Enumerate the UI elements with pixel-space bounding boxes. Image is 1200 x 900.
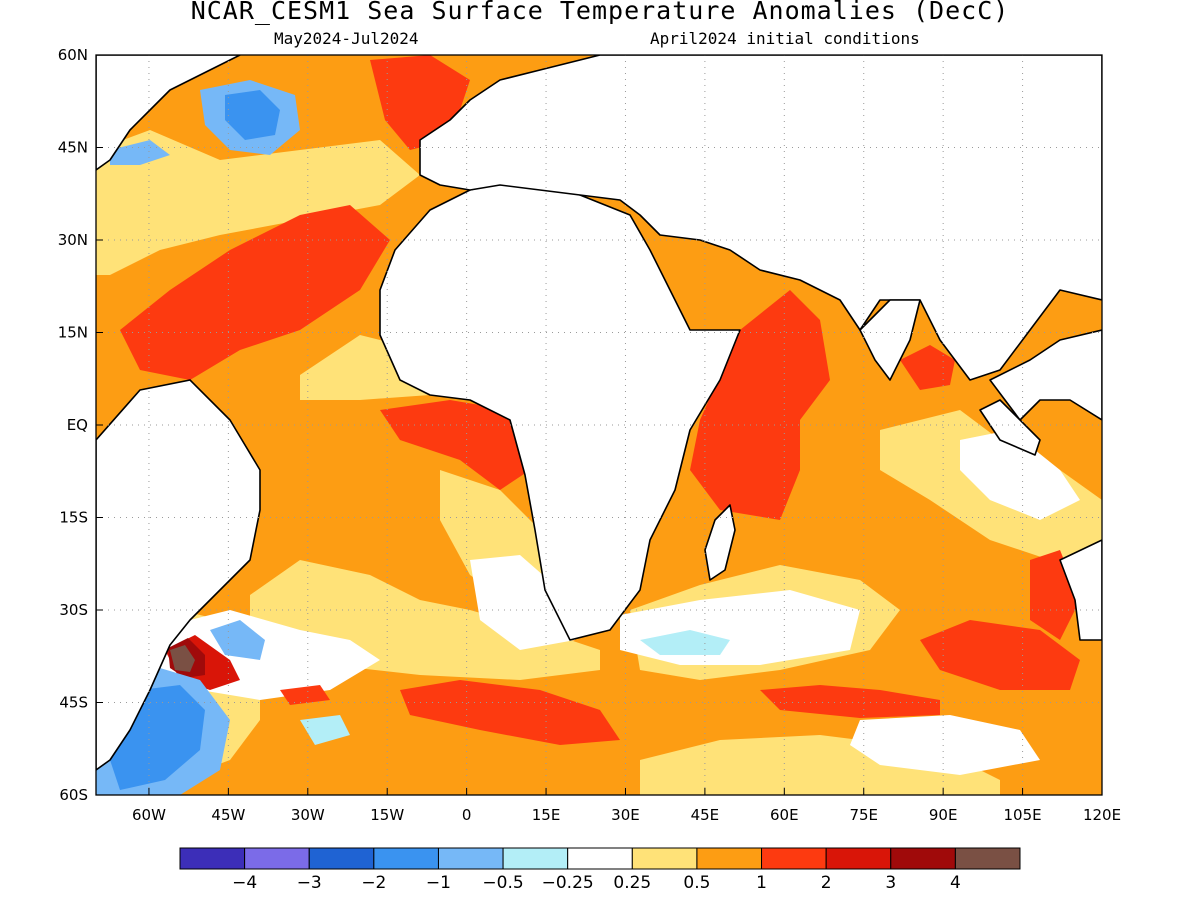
lon-tick-label: 15E — [532, 806, 561, 824]
lon-tick-label: 120E — [1083, 806, 1121, 824]
south-america-landmass — [96, 379, 261, 771]
southern-ocean-red-center — [400, 680, 620, 745]
anomaly-1-2-regions — [120, 55, 1080, 745]
lon-tick-label: 60W — [132, 806, 166, 824]
colorbar-swatch — [244, 847, 310, 870]
initial-conditions: April2024 initial conditions — [650, 29, 920, 48]
north-atlantic-red — [120, 205, 390, 380]
land-masses — [96, 55, 1102, 771]
arabian-sea-red — [690, 290, 830, 520]
lat-tick-label: 30N — [58, 231, 88, 249]
lat-tick-label: 15S — [59, 509, 88, 527]
colorbar-swatch — [502, 847, 569, 870]
sumatra-landmass — [979, 399, 1041, 456]
south-indian-red-east — [920, 620, 1080, 690]
lon-tick-label: 60E — [770, 806, 799, 824]
africa-landmass — [379, 177, 741, 641]
colorbar: −4 −3 −2 −1 −0.5 −0.25 0.25 0.5 1 2 3 4 — [179, 847, 1021, 893]
colorbar-swatch — [954, 847, 1021, 870]
forecast-period: May2024-Jul2024 — [274, 29, 419, 48]
anomaly-negative-pale — [300, 630, 730, 745]
colorbar-label: 1 — [756, 873, 767, 893]
anomaly-field — [96, 55, 1102, 795]
colorbar-swatch — [567, 847, 633, 870]
madagascar-landmass — [704, 504, 736, 581]
colorbar-swatch — [373, 847, 439, 870]
map-title: NCAR_CESM1 Sea Surface Temperature Anoma… — [190, 0, 1010, 25]
colorbar-swatch — [761, 847, 827, 870]
gulf-of-guinea-red — [380, 400, 530, 490]
lon-tick-label: 30E — [611, 806, 640, 824]
anomaly-gt-4-regions — [170, 645, 195, 672]
southeast-asia-landmass — [989, 329, 1102, 421]
north-america-landmass — [96, 55, 241, 171]
lat-tick-label: 15N — [58, 324, 88, 342]
colorbar-swatch — [825, 847, 892, 870]
lon-tick-label: 45E — [691, 806, 720, 824]
lat-tick-label: 30S — [59, 601, 88, 619]
lon-tick-label: 15W — [370, 806, 404, 824]
australia-landmass — [1059, 539, 1102, 641]
lon-tick-label: 90E — [929, 806, 958, 824]
north-atlantic-yellow-band — [96, 130, 420, 275]
southern-ocean-pale-blue — [300, 715, 350, 745]
southern-ocean-white-east — [850, 715, 1040, 775]
colorbar-label: −3 — [297, 873, 322, 893]
colorbar-swatch — [308, 847, 375, 870]
axis-ticks: 60N 45N 30N 15N EQ 15S 30S 45S 60S 60W 45W 30W 15W 0 1… — [58, 46, 1121, 824]
south-atlantic-white — [470, 555, 575, 650]
south-indian-pale-blue — [640, 630, 730, 655]
southern-ocean-red-east — [760, 685, 940, 718]
colorbar-label: −1 — [426, 873, 451, 893]
lon-tick-label: 0 — [462, 806, 472, 824]
lon-tick-label: 105E — [1004, 806, 1042, 824]
colorbar-swatch — [179, 847, 246, 870]
labrador-sea-blue-core — [225, 90, 280, 140]
colorbar-label: −0.25 — [542, 873, 594, 893]
colorbar-label: 0.5 — [683, 873, 710, 893]
lat-tick-label: 60S — [59, 786, 88, 804]
lon-tick-label: 75E — [849, 806, 878, 824]
lat-tick-label: 60N — [58, 46, 88, 64]
newfoundland-blue — [110, 140, 170, 165]
south-atlantic-blue-spot — [210, 620, 265, 660]
lon-tick-label: 30W — [291, 806, 325, 824]
colorbar-label: 4 — [950, 873, 961, 893]
south-atlantic-red-small — [280, 685, 330, 705]
lat-tick-label: 45N — [58, 139, 88, 157]
colorbar-swatch — [437, 847, 504, 870]
colorbar-label: −2 — [361, 873, 386, 893]
colorbar-label: −4 — [232, 873, 257, 893]
lon-tick-label: 45W — [211, 806, 245, 824]
colorbar-label: 3 — [885, 873, 896, 893]
colorbar-label: 2 — [821, 873, 832, 893]
brazil-malvinas-brown — [170, 645, 195, 672]
colorbar-swatch — [631, 847, 698, 870]
colorbar-swatch — [696, 847, 763, 870]
india-landmass — [859, 299, 921, 381]
colorbar-swatch — [890, 847, 956, 870]
lat-tick-label: 45S — [59, 694, 88, 712]
lat-tick-label: EQ — [67, 416, 88, 434]
east-indian-white — [960, 430, 1080, 520]
colorbar-label: 0.25 — [613, 873, 651, 893]
colorbar-label: −0.5 — [482, 873, 523, 893]
bay-of-bengal-red — [900, 345, 955, 390]
